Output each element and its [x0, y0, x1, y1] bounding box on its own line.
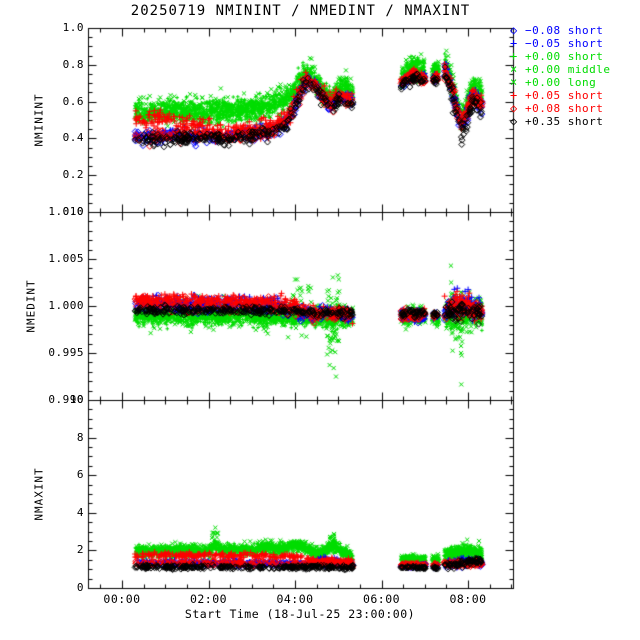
legend-marker-cross-icon: × — [510, 62, 518, 76]
legend-label: +0.00 long — [525, 76, 597, 89]
legend-marker-diamond-icon: ◇ — [510, 23, 518, 37]
y-tick-label: 0 — [76, 581, 84, 594]
legend-item: ◇ +0.35 short — [510, 114, 604, 129]
legend-item: + −0.05 short — [510, 36, 604, 51]
x-axis-label: Start Time (18-Jul-25 23:00:00) — [184, 607, 416, 621]
legend-label: +0.00 middle — [525, 63, 611, 76]
legend-marker-plus-icon: + — [510, 88, 518, 102]
x-tick-label: 04:00 — [276, 592, 314, 606]
y-tick-label: 8 — [76, 430, 84, 444]
y-tick-label: 6 — [76, 468, 84, 482]
legend-item: × +0.00 long — [510, 75, 597, 90]
y-tick-label: 0.6 — [62, 94, 84, 108]
y-tick-label: 1.000 — [48, 299, 84, 312]
legend-item: + +0.05 short — [510, 88, 604, 103]
y-tick-label: 0.8 — [62, 57, 84, 71]
legend-item: × +0.00 middle — [510, 62, 611, 77]
y-tick-label: 0.4 — [62, 131, 84, 145]
legend-label: −0.08 short — [525, 24, 604, 37]
plot-title: 20250719 NMININT / NMEDINT / NMAXINT — [130, 3, 471, 19]
y-tick-label: 1.010 — [48, 205, 84, 218]
y-tick-label: 0.995 — [48, 346, 84, 359]
x-tick-label: 00:00 — [103, 592, 141, 606]
legend-marker-plus-icon: + — [510, 36, 518, 50]
y-tick-label: 0.990 — [48, 393, 84, 406]
legend-label: +0.05 short — [525, 89, 604, 102]
y-tick-label: 0.0 — [62, 205, 84, 218]
x-tick-label: 06:00 — [362, 592, 401, 606]
legend-label: −0.05 short — [525, 37, 604, 50]
y-tick-label: 4 — [76, 505, 84, 519]
y-tick-label: 2 — [76, 543, 84, 557]
y-tick-label: 1.005 — [48, 252, 84, 265]
legend-marker-diamond-icon: ◇ — [510, 114, 518, 128]
legend-marker-plus-icon: + — [510, 49, 518, 63]
x-tick-label: 08:00 — [449, 592, 487, 606]
y-tick-label: 0.2 — [62, 168, 84, 182]
legend-label: +0.00 short — [525, 50, 604, 63]
y-tick-label: 1.0 — [62, 21, 84, 34]
legend-marker-diamond-icon: ◇ — [510, 101, 518, 115]
legend-item: ◇ +0.08 short — [510, 101, 604, 116]
legend-marker-cross-icon: × — [510, 75, 518, 89]
legend-label: +0.08 short — [525, 102, 604, 115]
legend-item: + +0.00 short — [510, 49, 604, 64]
x-tick-label: 02:00 — [189, 592, 228, 606]
legend-label: +0.35 short — [525, 115, 604, 128]
legend-item: ◇ −0.08 short — [510, 23, 604, 38]
y-tick-label: 10 — [69, 393, 84, 406]
